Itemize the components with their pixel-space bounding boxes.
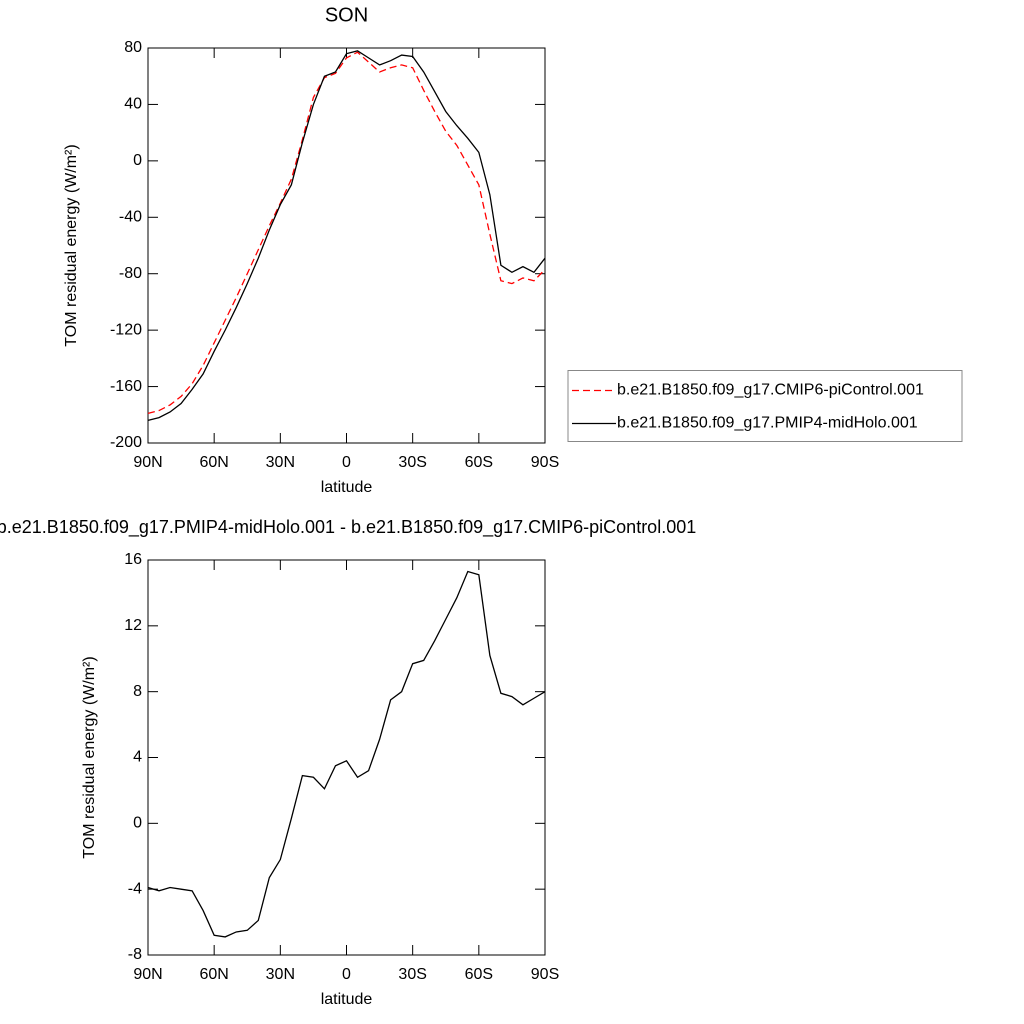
chart-title: SON bbox=[325, 4, 368, 26]
x-tick-label: 30N bbox=[266, 454, 295, 471]
y-tick-label: -4 bbox=[128, 880, 142, 897]
y-tick-label: -200 bbox=[110, 434, 142, 451]
y-tick-label: 16 bbox=[124, 551, 142, 568]
x-tick-label: 90S bbox=[531, 966, 559, 983]
x-tick-label: 90N bbox=[133, 966, 162, 983]
y-tick-label: -40 bbox=[119, 209, 142, 226]
x-tick-label: 60S bbox=[465, 966, 493, 983]
x-tick-label: 0 bbox=[342, 966, 351, 983]
chart-title: b.e21.B1850.f09_g17.PMIP4-midHolo.001 - … bbox=[0, 517, 696, 538]
y-tick-label: 8 bbox=[133, 683, 142, 700]
y-tick-label: 0 bbox=[133, 152, 142, 169]
x-tick-label: 30S bbox=[398, 454, 426, 471]
plot-frame bbox=[147, 47, 546, 444]
x-tick-label: 60N bbox=[199, 966, 228, 983]
y-tick-label: 40 bbox=[124, 96, 142, 113]
legend-label: b.e21.B1850.f09_g17.CMIP6-piControl.001 bbox=[617, 382, 924, 399]
x-tick-label: 90S bbox=[531, 454, 559, 471]
x-tick-label: 90N bbox=[133, 454, 162, 471]
y-tick-label: 0 bbox=[133, 815, 142, 832]
legend-box bbox=[567, 370, 963, 442]
data-line bbox=[147, 50, 546, 422]
data-line bbox=[147, 570, 546, 938]
y-tick-label: -8 bbox=[128, 946, 142, 963]
x-tick-label: 60N bbox=[199, 454, 228, 471]
y-tick-label: -120 bbox=[110, 321, 142, 338]
y-tick-label: -80 bbox=[119, 265, 142, 282]
y-tick-label: 80 bbox=[124, 39, 142, 56]
data-line bbox=[147, 51, 546, 415]
x-tick-label: 60S bbox=[465, 454, 493, 471]
y-tick-label: -160 bbox=[110, 378, 142, 395]
y-tick-label: 12 bbox=[124, 617, 142, 634]
x-tick-label: 0 bbox=[342, 454, 351, 471]
y-tick-label: 4 bbox=[133, 749, 142, 766]
x-axis-label: latitude bbox=[321, 991, 373, 1008]
y-axis-label: TOM residual energy (W/m²) bbox=[63, 144, 80, 346]
x-tick-label: 30N bbox=[266, 966, 295, 983]
x-axis-label: latitude bbox=[321, 479, 373, 496]
legend-label: b.e21.B1850.f09_g17.PMIP4-midHolo.001 bbox=[617, 415, 918, 432]
x-tick-label: 30S bbox=[398, 966, 426, 983]
y-axis-label: TOM residual energy (W/m²) bbox=[81, 656, 98, 858]
